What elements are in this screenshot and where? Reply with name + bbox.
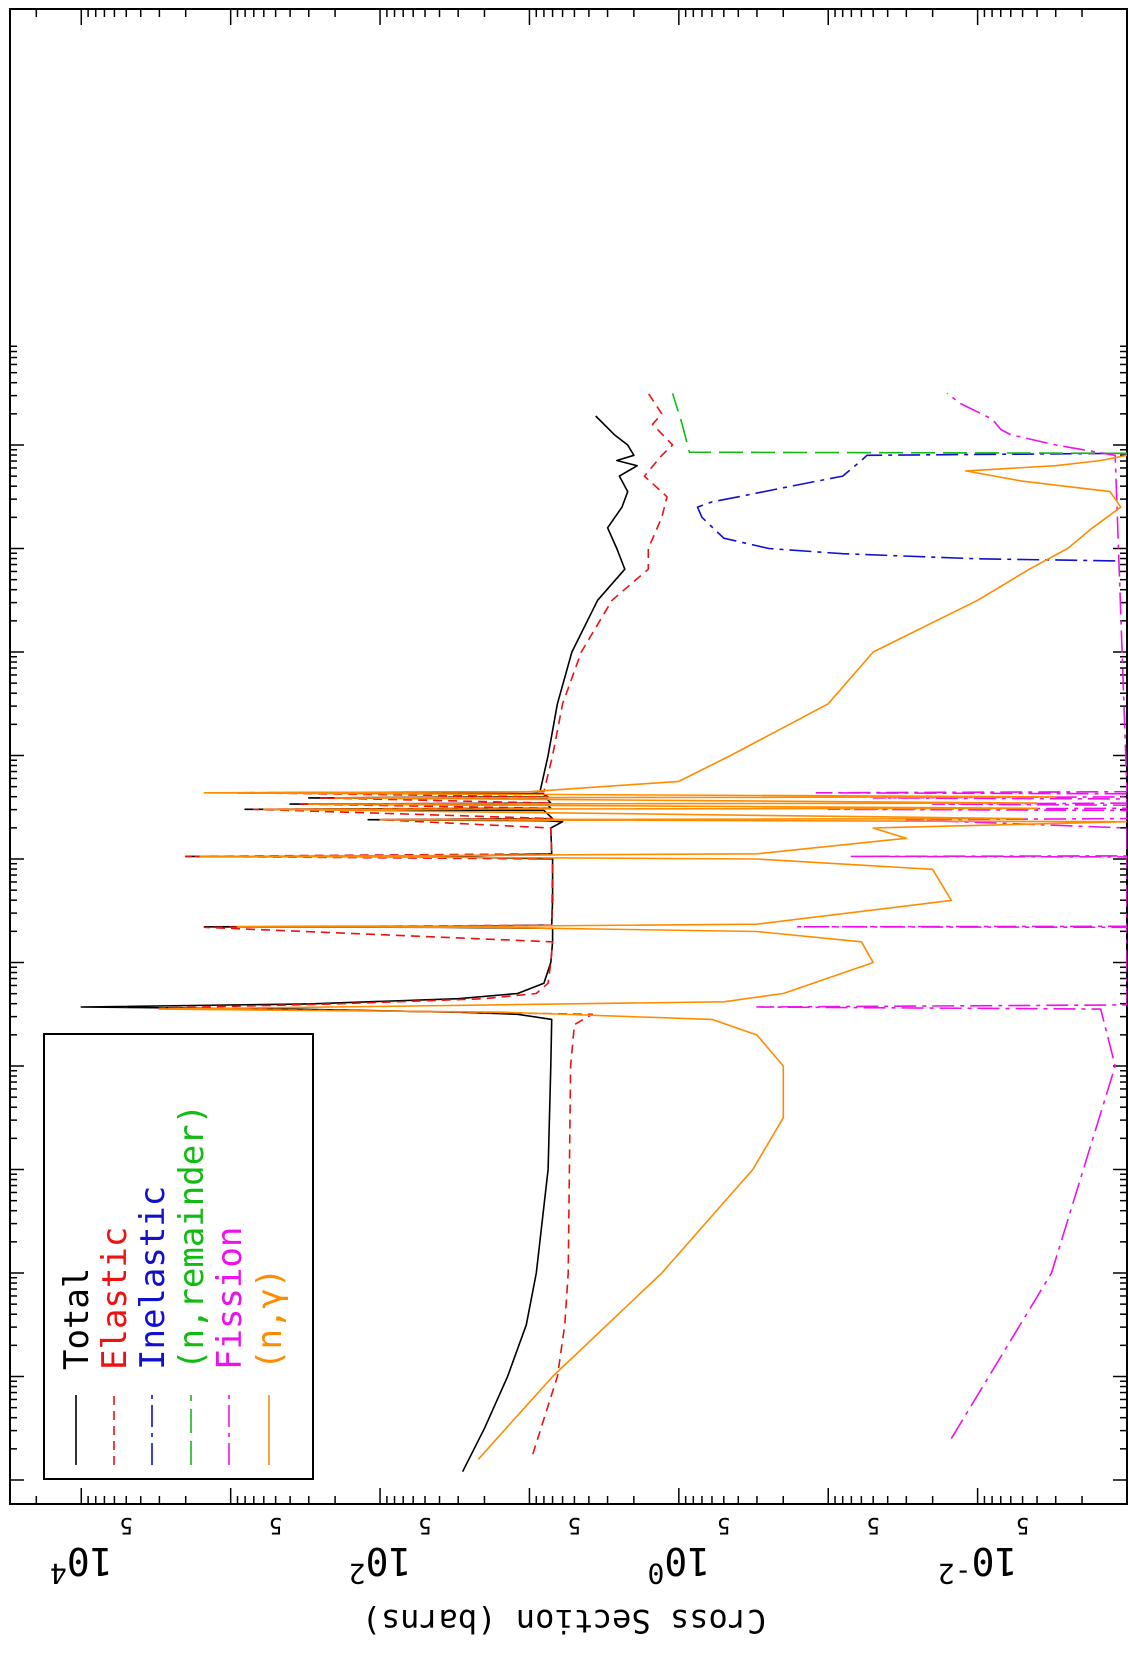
y-minor-tick-label: 5: [717, 1512, 730, 1537]
legend-label: Elastic: [95, 1227, 135, 1370]
series-line--n-remainder-: [671, 393, 1127, 455]
y-minor-tick-label: 5: [120, 1512, 133, 1537]
series-line-inelastic: [696, 452, 1127, 562]
y-tick-label: 102: [349, 1539, 412, 1590]
legend-label: (n,remainder): [172, 1104, 212, 1370]
y-minor-tick-label: 5: [1016, 1512, 1029, 1537]
series-lines: [80, 392, 1127, 1473]
series-line-fission: [756, 392, 1127, 1440]
y-minor-tick-label: 5: [568, 1512, 581, 1537]
y-tick-label: 104: [50, 1539, 113, 1590]
series-line--n-: [158, 454, 1127, 1460]
y-minor-tick-label: 5: [418, 1512, 431, 1537]
y-tick-labels: 104 102 100 10-25 5 5 5 5 5 5: [50, 1512, 1029, 1590]
axis-ticks: [9, 9, 1128, 1504]
legend-label: (n,γ): [250, 1268, 290, 1370]
y-minor-tick-label: 5: [867, 1512, 880, 1537]
legend-label: Total: [57, 1268, 97, 1370]
y-axis-title: Cross Section (barns): [362, 1602, 767, 1640]
y-minor-tick-label: 5: [269, 1512, 282, 1537]
legend-label: Inelastic: [133, 1186, 173, 1370]
y-tick-label: 10-2: [938, 1539, 1017, 1590]
legend-label: Fission: [210, 1227, 250, 1370]
plot-frame: [9, 8, 1128, 1505]
legend-box: [43, 1033, 314, 1480]
y-tick-label: 100: [648, 1539, 711, 1590]
